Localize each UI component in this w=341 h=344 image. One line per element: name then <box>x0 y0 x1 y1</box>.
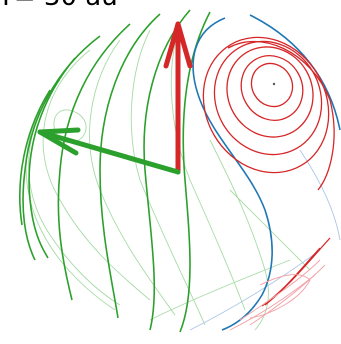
vector-arrows <box>37 21 193 175</box>
green-field-lines <box>19 9 211 333</box>
center-marker <box>272 82 276 86</box>
green-vector-arrow <box>37 129 181 175</box>
green-arrowhead <box>37 127 81 156</box>
blue-line-faint <box>189 149 341 331</box>
red-field-lines <box>202 36 335 307</box>
red-arrowhead <box>163 21 193 69</box>
red-field-lines-faint <box>229 259 326 331</box>
temperature-label: T= 30 au <box>0 0 118 10</box>
